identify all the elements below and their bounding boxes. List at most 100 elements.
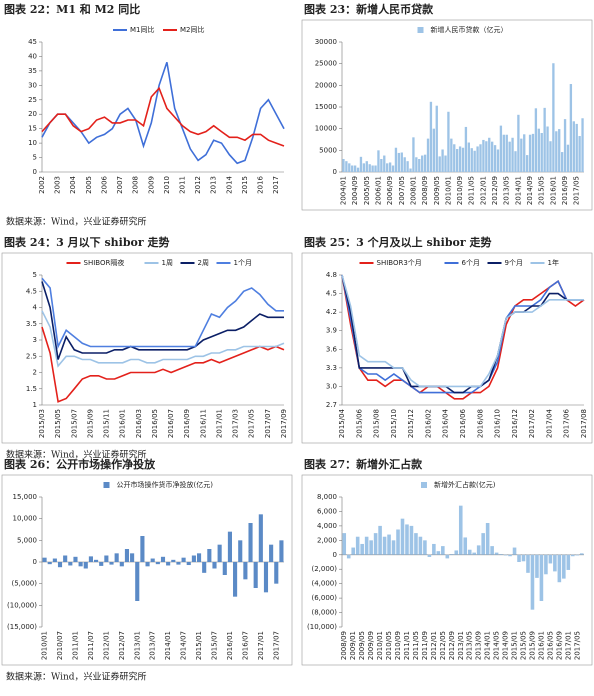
bar (346, 554, 351, 559)
bar (560, 152, 564, 172)
bar (447, 111, 450, 172)
y-tick-label: 5000 (319, 146, 337, 154)
bar (470, 148, 473, 172)
bar (365, 161, 368, 172)
bar (68, 562, 73, 566)
bar (243, 562, 248, 580)
y-tick-label: 3.5 (26, 320, 37, 328)
line-series (341, 274, 584, 388)
x-tick-label: 2012/09 (448, 631, 456, 660)
bar (418, 159, 421, 172)
bar (438, 156, 441, 172)
line-series (341, 274, 585, 400)
y-tick-label: 10 (28, 139, 37, 147)
bar (458, 505, 463, 555)
legend-label: 1周 (162, 259, 173, 267)
bar (429, 101, 433, 172)
chart-panel: 图表 25：3 个月及以上 shibor 走势 SHIBOR3个月 6个月 9个月 1年… (301, 235, 593, 444)
chart-frame (301, 252, 593, 444)
bar (394, 147, 398, 172)
bar (441, 546, 445, 555)
x-tick-label: 2011/05 (412, 631, 420, 660)
y-tick-label: 1.5 (26, 385, 37, 393)
bar (351, 165, 354, 172)
bar (378, 525, 382, 555)
x-tick-label: 2017/01 (215, 409, 223, 438)
x-tick-label: 2016/03 (135, 409, 143, 438)
line-series (341, 274, 584, 394)
bar (212, 562, 217, 569)
bar (528, 134, 532, 172)
x-tick-label: 2011/01 (71, 631, 79, 660)
legend-label: 新增人民币贷款（亿元） (431, 25, 508, 34)
legend-label: 公开市场操作货币净投放(亿元) (117, 480, 214, 489)
bar (124, 549, 130, 562)
x-tick-label: 2012/07 (118, 631, 126, 660)
bar (463, 537, 468, 555)
y-tick-label: 0 (333, 168, 337, 176)
bar (342, 159, 345, 172)
bar (454, 550, 459, 555)
bar (572, 121, 575, 172)
bar (368, 164, 371, 172)
bar (248, 523, 253, 562)
bar (575, 123, 578, 172)
x-tick-label: 2013/09 (475, 631, 483, 660)
x-tick-label: 2017/05 (248, 409, 256, 438)
bar (540, 133, 543, 172)
bar (400, 152, 403, 172)
bar (458, 146, 462, 172)
bar (503, 554, 508, 556)
bar (196, 553, 202, 562)
bar (345, 161, 348, 172)
bar (456, 149, 459, 172)
legend-label: 9个月 (505, 259, 523, 267)
bar (181, 557, 186, 562)
bar (548, 554, 553, 564)
bar (119, 562, 124, 567)
x-tick-label: 2003 (54, 176, 62, 194)
x-tick-label: 2012/01 (430, 631, 438, 660)
bar (450, 138, 453, 172)
y-tick-label: 2 (33, 369, 37, 377)
x-tick-label: 2016/12 (511, 409, 519, 438)
bar (508, 141, 511, 172)
x-tick-label: 2010/07 (56, 631, 64, 660)
bar (274, 562, 279, 584)
bar (479, 144, 482, 172)
x-tick-label: 2016/09 (555, 631, 563, 660)
bar (526, 554, 530, 573)
x-tick-label: 2014/01 (164, 631, 172, 660)
y-tick-label: 4.8 (326, 271, 337, 279)
bar (531, 133, 535, 172)
x-tick-label: 2015/05 (520, 631, 528, 660)
bar (348, 163, 351, 172)
bar (549, 141, 552, 172)
y-tick-label: 45 (28, 38, 37, 46)
line-series (41, 61, 285, 165)
bar (202, 562, 207, 573)
x-tick-label: 2014 (225, 175, 233, 193)
line-series (41, 277, 284, 350)
bar (421, 155, 424, 172)
bar (578, 136, 581, 172)
bar (397, 152, 401, 172)
x-tick-label: 2012/05 (439, 631, 447, 660)
x-tick-label: 2009/05 (433, 176, 441, 205)
bar (535, 554, 539, 578)
y-tick-label: 4.2 (326, 308, 337, 316)
bar (530, 554, 535, 610)
bar (571, 554, 575, 557)
bar (472, 552, 476, 555)
bar (502, 134, 505, 172)
y-tick-label: 2,000 (317, 536, 337, 544)
bar (362, 163, 366, 172)
y-tick-label: 0 (333, 551, 337, 559)
x-tick-label: 2008/01 (409, 176, 417, 205)
x-tick-label: 2012/01 (102, 631, 110, 660)
bar (523, 134, 526, 172)
bar (360, 543, 364, 555)
x-tick-label: 2011/09 (421, 631, 429, 660)
bar (78, 562, 83, 567)
